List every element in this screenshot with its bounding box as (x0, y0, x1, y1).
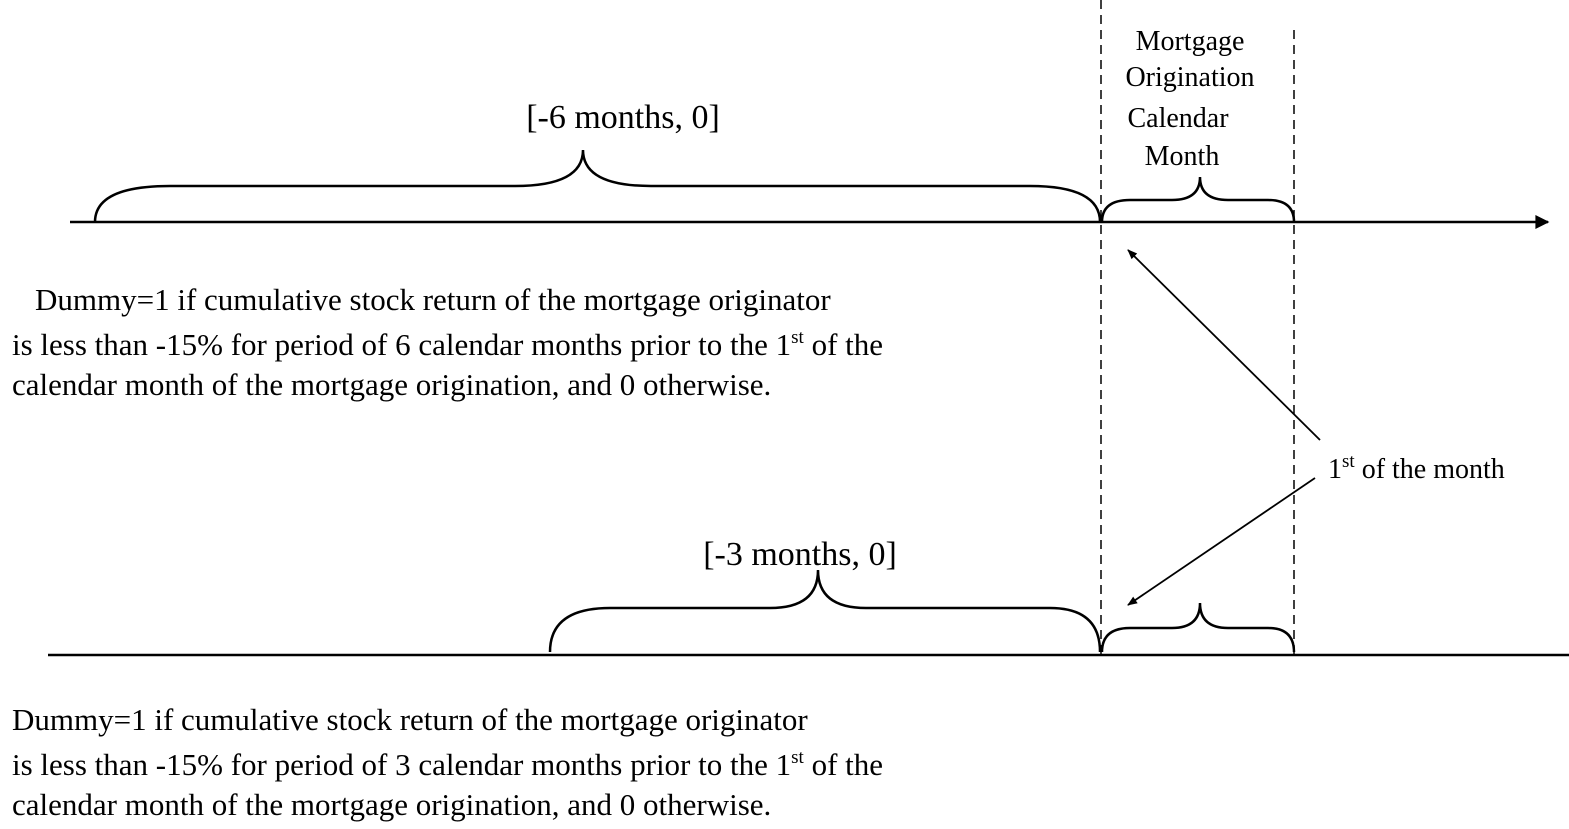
superscript: st (1342, 451, 1355, 472)
description: is less than -15% for period of 3 calend… (12, 747, 883, 782)
origination-label: Mortgage (1136, 26, 1245, 57)
text: of the (804, 327, 883, 362)
brace (548, 569, 1102, 653)
description: Dummy=1 if cumulative stock return of th… (12, 702, 808, 737)
description: calendar month of the mortgage originati… (12, 787, 771, 822)
description: Dummy=1 if cumulative stock return of th… (35, 282, 831, 317)
description: is less than -15% for period of 6 calend… (12, 327, 883, 362)
origination-label: Month (1145, 141, 1220, 172)
superscript: st (791, 747, 804, 768)
text: of the (804, 747, 883, 782)
pointer-label: 1st of the month (1328, 451, 1505, 485)
brace (1100, 176, 1296, 223)
superscript: st (791, 327, 804, 348)
text: is less than -15% for period of 3 calend… (12, 747, 791, 782)
shapes (48, 0, 1569, 657)
origination-label: Origination (1125, 62, 1254, 93)
brace (93, 149, 1102, 223)
text: is less than -15% for period of 6 calend… (12, 327, 791, 362)
arrow (1127, 249, 1321, 441)
range-label: [-6 months, 0] (526, 99, 720, 136)
text: 1 (1328, 454, 1342, 485)
origination-label: Calendar (1127, 103, 1229, 134)
description: calendar month of the mortgage originati… (12, 367, 771, 402)
brace (1100, 602, 1296, 653)
text: of the month (1355, 454, 1505, 485)
arrow (1127, 477, 1316, 606)
range-label: [-3 months, 0] (703, 536, 897, 573)
